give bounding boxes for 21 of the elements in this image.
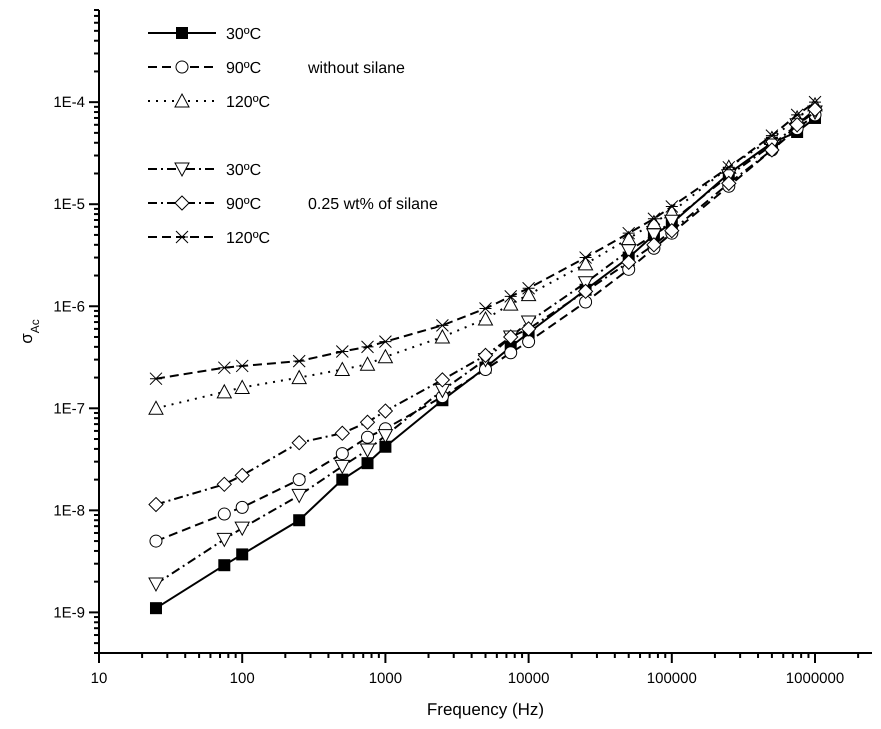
y-tick-label: 1E-7 (53, 400, 85, 418)
x-tick-label: 10 (90, 670, 108, 687)
x-tick-label: 1000000 (786, 670, 844, 687)
legend-label: 90ºC (226, 60, 262, 77)
y-tick-label: 1E-8 (53, 502, 85, 520)
x-tick-label: 100000 (646, 670, 697, 687)
legend-label: 30ºC (226, 26, 262, 43)
x-tick-label: 1000 (368, 670, 402, 687)
y-tick-label: 1E-5 (53, 196, 85, 214)
y-tick-label: 1E-4 (53, 94, 85, 112)
annotation: without silane (307, 60, 406, 77)
legend-label: 30ºC (226, 162, 262, 179)
y-tick-label: 1E-6 (53, 298, 85, 316)
legend-label: 120ºC (226, 94, 270, 111)
legend-label: 120ºC (226, 230, 270, 247)
legend-label: 90ºC (226, 196, 262, 213)
annotation: 0.25 wt% of silane (308, 196, 438, 213)
x-tick-label: 100 (230, 670, 255, 687)
y-tick-label: 1E-9 (53, 604, 85, 622)
x-axis-title: Frequency (Hz) (426, 700, 544, 719)
x-tick-label: 10000 (508, 670, 550, 687)
